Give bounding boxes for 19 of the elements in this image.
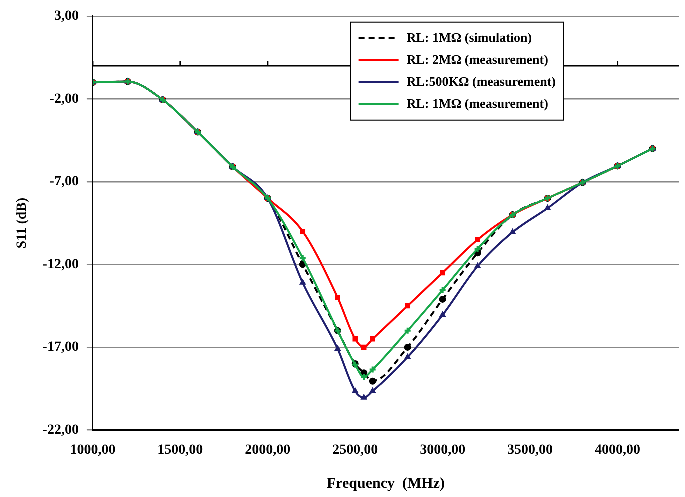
legend-label: RL:500KΩ (measurement) xyxy=(406,74,556,89)
y-tick-label: -22,00 xyxy=(42,422,79,438)
x-tick-label: 2500,00 xyxy=(332,443,378,458)
x-tick-label: 3000,00 xyxy=(420,443,466,458)
y-tick-label: -7,00 xyxy=(50,174,79,190)
y-tick-label: -2,00 xyxy=(50,92,79,107)
y-axis-title: S11 (dB) xyxy=(15,197,30,249)
x-axis-title: Frequency (MHz) xyxy=(326,476,445,492)
y-tick-label: -12,00 xyxy=(42,257,79,272)
y-tick-label: 3,00 xyxy=(54,9,79,24)
legend-label: RL: 1MΩ (measurement) xyxy=(406,96,548,111)
x-tick-label: 1000,00 xyxy=(70,443,116,458)
x-tick-label: 2000,00 xyxy=(245,443,291,458)
y-tick-label: -17,00 xyxy=(42,340,79,356)
x-tick-label: 1500,00 xyxy=(158,443,204,458)
x-tick-label: 3500,00 xyxy=(508,443,554,458)
x-tick-label: 4000,00 xyxy=(595,443,641,458)
legend-label: RL: 1MΩ (simulation) xyxy=(406,30,532,45)
legend-label: RL: 2MΩ (measurement) xyxy=(406,52,548,67)
